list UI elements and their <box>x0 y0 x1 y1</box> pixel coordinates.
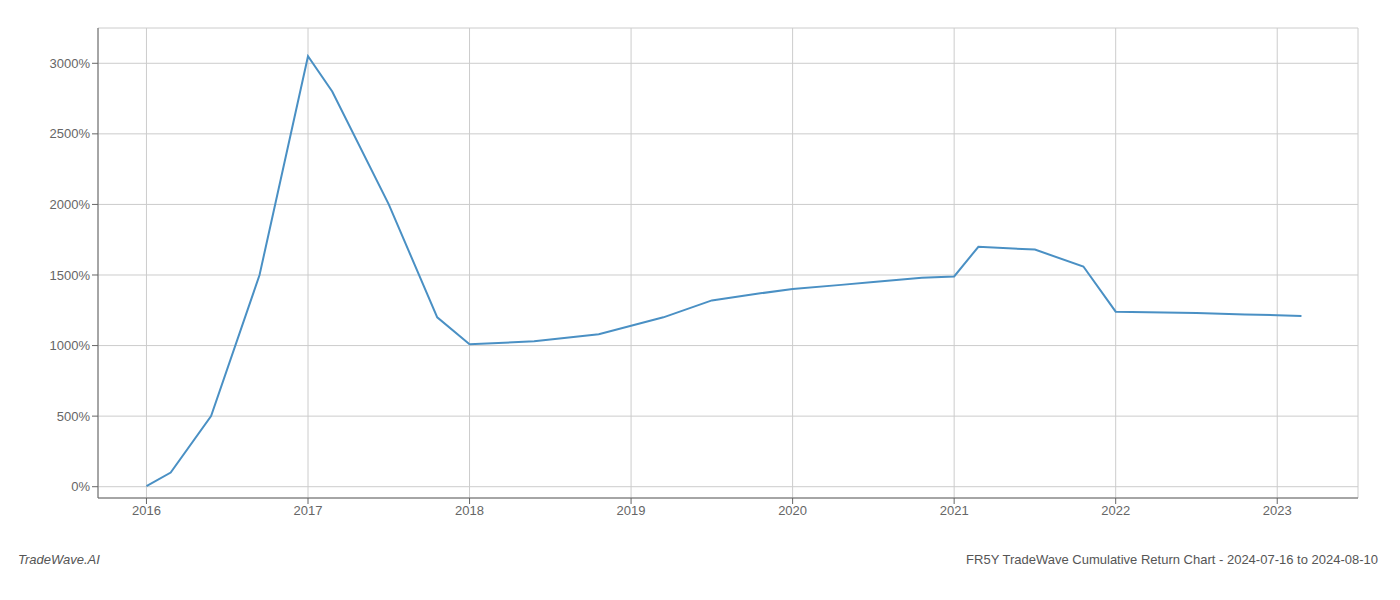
svg-text:2000%: 2000% <box>50 197 91 212</box>
svg-text:1000%: 1000% <box>50 338 91 353</box>
html-text:TradeWave.AI: TradeWave.AI <box>18 552 100 567</box>
svg-text:2500%: 2500% <box>50 126 91 141</box>
svg-text:2018: 2018 <box>455 503 484 518</box>
html-text:FR5Y TradeWave Cumulative Retu: FR5Y TradeWave Cumulative Return Chart -… <box>966 552 1378 567</box>
svg-text:2019: 2019 <box>617 503 646 518</box>
svg-text:2021: 2021 <box>940 503 969 518</box>
svg-text:0%: 0% <box>71 479 90 494</box>
svg-text:3000%: 3000% <box>50 56 91 71</box>
svg-text:1500%: 1500% <box>50 268 91 283</box>
svg-text:2016: 2016 <box>132 503 161 518</box>
svg-text:2017: 2017 <box>294 503 323 518</box>
svg-text:2023: 2023 <box>1263 503 1292 518</box>
svg-text:2022: 2022 <box>1101 503 1130 518</box>
svg-text:2020: 2020 <box>778 503 807 518</box>
svg-text:500%: 500% <box>57 409 91 424</box>
